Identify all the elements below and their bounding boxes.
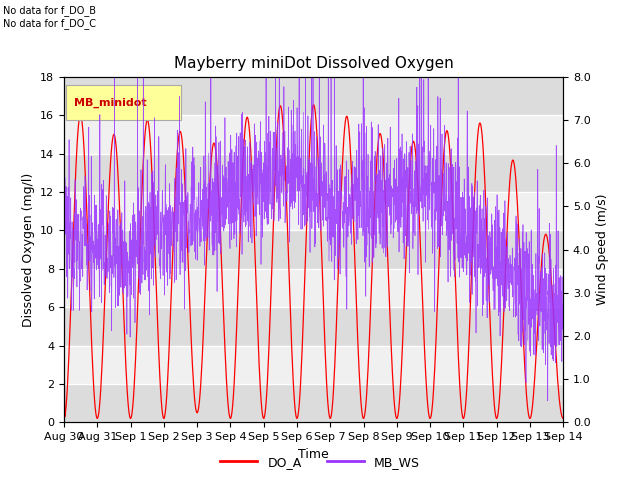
Y-axis label: Wind Speed (m/s): Wind Speed (m/s) xyxy=(596,194,609,305)
Legend: DO_A, MB_WS: DO_A, MB_WS xyxy=(215,451,425,474)
FancyBboxPatch shape xyxy=(67,85,181,120)
Bar xyxy=(64,192,563,230)
Bar xyxy=(64,269,563,307)
Text: No data for f_DO_B: No data for f_DO_B xyxy=(3,5,96,16)
Y-axis label: Dissolved Oxygen (mg/l): Dissolved Oxygen (mg/l) xyxy=(22,172,35,327)
Bar xyxy=(64,115,563,154)
Text: MB_minidot: MB_minidot xyxy=(74,97,147,108)
Text: No data for f_DO_C: No data for f_DO_C xyxy=(3,18,96,29)
Bar xyxy=(64,346,563,384)
Bar xyxy=(64,230,563,269)
Title: Mayberry miniDot Dissolved Oxygen: Mayberry miniDot Dissolved Oxygen xyxy=(173,57,454,72)
Bar xyxy=(64,384,563,422)
Bar xyxy=(64,154,563,192)
X-axis label: Time: Time xyxy=(298,448,329,461)
Bar xyxy=(64,307,563,346)
Bar xyxy=(64,77,563,115)
